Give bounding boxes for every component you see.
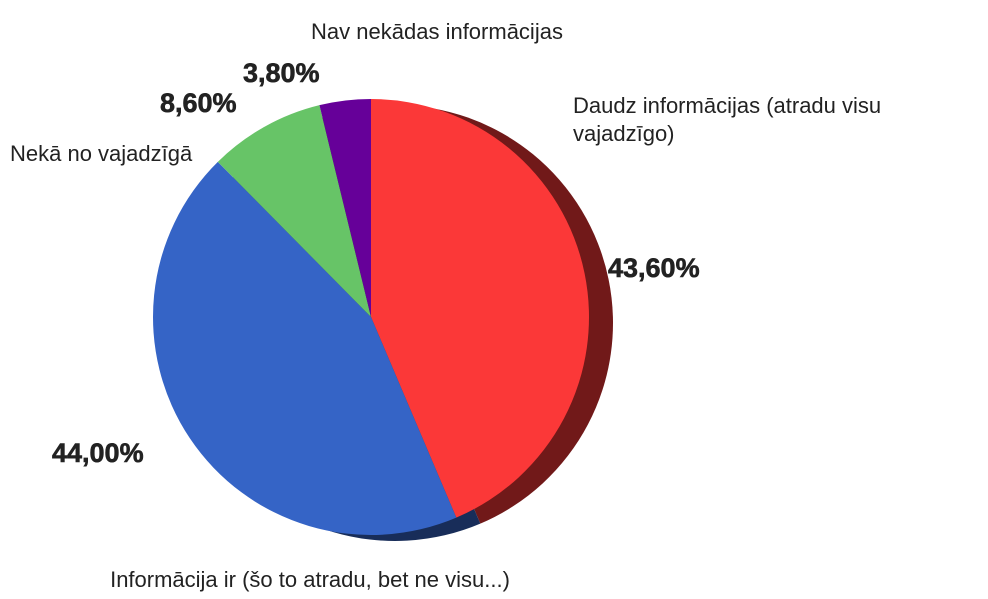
category-label: Nekā no vajadzīgā [10, 141, 193, 166]
slice [217, 105, 371, 317]
value-label: 44,00% [52, 438, 144, 468]
category-label: Nav nekādas informācijas [311, 19, 563, 44]
value-label: 43,60% [608, 253, 700, 283]
category-label: Informācija ir (šo to atradu, bet ne vis… [110, 567, 510, 592]
slice [371, 99, 589, 518]
value-label: 8,60% [160, 88, 237, 118]
category-label: Daudz informācijas (atradu visu vajadzīg… [573, 93, 882, 146]
slice [319, 99, 371, 317]
slice [153, 161, 457, 535]
value-label: 3,80% [243, 58, 320, 88]
